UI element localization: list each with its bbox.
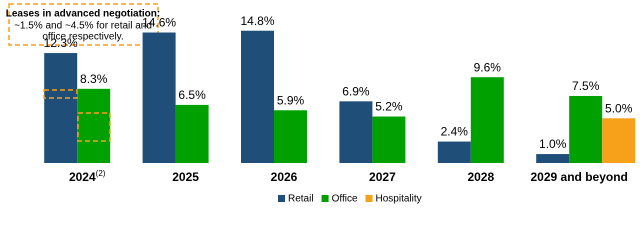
legend-label: Retail: [288, 194, 314, 205]
bar: [44, 53, 78, 163]
bar: [142, 32, 176, 164]
category: 2028: [467, 170, 494, 184]
value-label: 9.6%: [474, 60, 502, 74]
value-label: 8.3%: [80, 72, 108, 86]
value-label: 14.6%: [142, 16, 176, 30]
category: 2029 and beyond: [531, 170, 628, 184]
x-tick-label: 2029 and beyond: [531, 170, 628, 184]
bar: [175, 104, 209, 163]
value-label: 6.5%: [178, 88, 206, 102]
value-label: 14.8%: [240, 14, 274, 28]
bar: [339, 101, 373, 163]
legend-label: Office: [332, 194, 358, 205]
bar: [274, 110, 307, 163]
legend-label: Hospitality: [376, 194, 422, 205]
legend-swatch: [278, 195, 285, 202]
highlight-box: [43, 89, 78, 99]
legend-swatch: [321, 195, 329, 202]
legend-swatch: [365, 195, 373, 202]
chart: Leases in advanced negotiation: ~1.5% an…: [6, 3, 636, 205]
bar: [372, 116, 406, 163]
value-label: 5.0%: [605, 101, 633, 115]
value-label: 6.9%: [342, 85, 370, 99]
bar: [470, 77, 504, 163]
x-tick-label: 2025: [172, 170, 199, 184]
bar: [536, 154, 570, 163]
annotation-line: ~1.5% and ~4.5% for retail and: [14, 21, 152, 32]
footnote-mark: (2): [96, 169, 106, 178]
x-tick-label: 2026: [271, 170, 298, 184]
x-tick-label: 2028: [467, 170, 494, 184]
x-tick-label: 2027: [369, 170, 396, 184]
category: 2026: [271, 170, 298, 184]
annotation-box: [8, 3, 159, 46]
value-label: 7.5%: [572, 79, 600, 93]
bar: [437, 141, 471, 163]
page: {"chart_data": {"type": "bar", "categori…: [5, 3, 636, 205]
highlight-box: [77, 112, 111, 142]
value-label: 2.4%: [441, 125, 469, 139]
x-tick-label: 2024(2): [69, 169, 106, 184]
value-label: 5.2%: [375, 100, 403, 114]
bar: [77, 88, 111, 163]
bar: [602, 118, 636, 163]
category: 2024: [69, 170, 96, 184]
bar: [241, 30, 274, 163]
value-label: 12.3%: [44, 36, 78, 50]
annotation-line: office respectively.: [42, 32, 123, 43]
category: 2027: [369, 170, 396, 184]
bar: [569, 95, 603, 163]
value-label: 5.9%: [277, 93, 305, 107]
value-label: 1.0%: [539, 137, 567, 151]
annotation-title: Leases in advanced negotiation:: [6, 9, 160, 20]
category: 2025: [172, 170, 199, 184]
